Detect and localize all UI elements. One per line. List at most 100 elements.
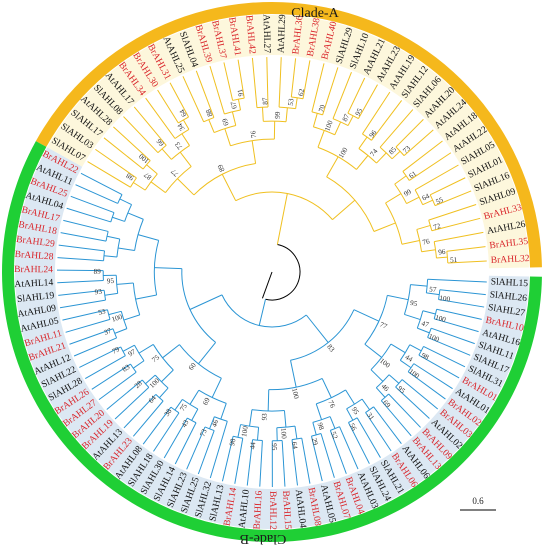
clade-a-branch xyxy=(95,148,137,179)
clade-b-branch xyxy=(410,284,428,287)
clade-b-branch xyxy=(106,235,120,240)
clade-a-arc xyxy=(313,126,335,136)
bootstrap-value: 29 xyxy=(310,437,320,446)
clade-a-branch xyxy=(231,111,237,126)
bootstrap-value: 73 xyxy=(199,428,209,438)
clade-b-branch xyxy=(57,279,104,284)
bootstrap-value: 72 xyxy=(432,222,442,232)
clade-a-branch xyxy=(347,77,366,114)
clade-a-branch xyxy=(133,106,167,146)
bootstrap-value: 89 xyxy=(94,268,102,276)
clade-b-branch xyxy=(189,294,223,310)
clade-a-branch xyxy=(169,82,189,118)
clade-a-branch xyxy=(221,174,237,201)
clade-a-arc xyxy=(385,202,403,245)
clade-b-branch xyxy=(118,247,135,252)
clade-a-branch xyxy=(326,156,339,178)
clade-b-branch xyxy=(364,343,383,358)
clade-b-branch xyxy=(387,294,409,301)
bootstrap-value: 43 xyxy=(180,418,191,428)
clade-b-branch xyxy=(69,328,114,345)
bootstrap-value: 98 xyxy=(420,351,430,362)
clade-b-branch xyxy=(375,387,386,398)
clade-a-arc xyxy=(446,251,449,264)
clade-a-branch xyxy=(237,59,245,99)
bootstrap-value: 93 xyxy=(94,288,103,297)
clade-a-branch xyxy=(332,199,356,220)
clade-b-stem xyxy=(258,299,266,326)
clade-a-branch xyxy=(402,140,443,172)
clade-b-branch xyxy=(294,425,298,440)
clade-b-branch xyxy=(434,318,479,333)
bootstrap-value: 62 xyxy=(297,88,306,97)
leaf-label-atahl29: AtAHL29 xyxy=(276,14,289,54)
clade-b-branch xyxy=(119,198,132,206)
clade-a-branch xyxy=(295,97,298,109)
clade-b-branch xyxy=(436,308,482,320)
clade-a-branch xyxy=(161,148,172,160)
bootstrap-value: 91 xyxy=(236,88,245,97)
clade-b-branch xyxy=(329,416,336,429)
bootstrap-value: 64 xyxy=(290,441,299,450)
bootstrap-value: 74 xyxy=(369,147,380,158)
bootstrap-value: 55 xyxy=(435,196,445,206)
clade-a-branch xyxy=(302,60,311,99)
clade-b-branch xyxy=(234,438,244,484)
bootstrap-value: 100 xyxy=(279,428,288,440)
clade-a-branch xyxy=(416,224,431,230)
clade-a-branch xyxy=(182,76,205,122)
clade-a-branch xyxy=(146,164,158,175)
clade-a-branch xyxy=(261,107,264,122)
bootstrap-value: 67 xyxy=(229,100,239,109)
clade-b-branch xyxy=(418,354,460,379)
clade-b-branch xyxy=(417,327,430,334)
clade-a-arc xyxy=(394,183,407,204)
clade-a-branch xyxy=(431,217,481,232)
bootstrap-value: 87 xyxy=(261,97,269,105)
bootstrap-value: 73 xyxy=(401,144,412,155)
clade-b-branch xyxy=(154,267,182,270)
bootstrap-value: 75 xyxy=(178,402,189,413)
clade-b-branch xyxy=(365,412,392,452)
clade-a-branch xyxy=(317,130,325,148)
clade-b-branch xyxy=(427,278,487,283)
clade-b-branch xyxy=(426,292,440,296)
clade-a-arc xyxy=(157,144,167,154)
clade-b-arc xyxy=(268,377,323,391)
bootstrap-value: 83 xyxy=(325,343,336,354)
clade-a-stem xyxy=(276,193,288,245)
clade-b-branch xyxy=(422,310,436,315)
clade-b-branch xyxy=(133,360,145,369)
clade-b-branch xyxy=(161,369,174,383)
bootstrap-value: 96 xyxy=(368,128,379,139)
clade-b-branch xyxy=(123,314,140,321)
leaf-label-slahl26: SlAHL26 xyxy=(489,289,527,304)
clade-b-branch xyxy=(438,299,485,308)
clade-a-branch xyxy=(123,116,159,154)
clade-a-branch xyxy=(113,126,151,161)
bootstrap-value: 66 xyxy=(155,137,166,148)
clade-b-branch xyxy=(189,389,200,405)
clade-b-branch xyxy=(370,369,384,382)
clade-b-branch xyxy=(159,387,169,399)
clade-b-branch xyxy=(356,417,381,458)
clade-b-branch xyxy=(431,327,475,345)
bootstrap-value: 87 xyxy=(341,113,351,123)
clade-b-branch xyxy=(123,394,157,429)
clade-a-arc xyxy=(256,106,269,109)
clade-a-branch xyxy=(401,239,420,245)
bootstrap-value: 34 xyxy=(176,121,187,132)
clade-a-branch xyxy=(391,150,401,160)
clade-a-branch xyxy=(357,84,378,119)
clade-b-arc xyxy=(232,435,243,439)
clade-b-branch xyxy=(407,371,446,400)
bootstrap-value: 37 xyxy=(103,327,113,337)
clade-b-arc xyxy=(106,309,111,320)
clade-b-branch xyxy=(174,399,183,411)
clade-b-branch xyxy=(174,422,197,465)
clade-b-branch xyxy=(138,344,154,354)
clade-a-branch xyxy=(421,249,436,253)
clade-b-branch xyxy=(395,386,430,419)
bootstrap-value: 53 xyxy=(287,98,296,106)
